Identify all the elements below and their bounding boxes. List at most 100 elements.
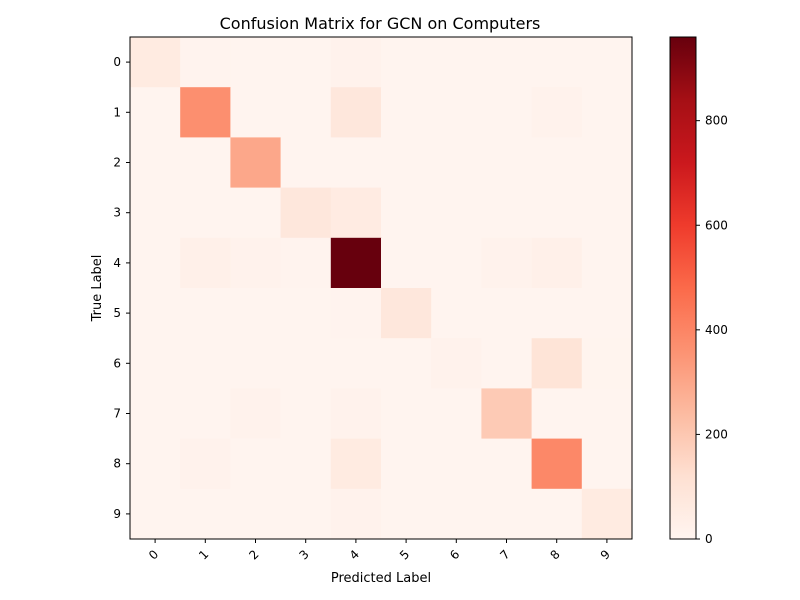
y-axis-ticks: 0 1 2 3 4 5 6 7 8 9 xyxy=(113,55,130,521)
heatmap-cell xyxy=(130,288,181,339)
heatmap-cell xyxy=(381,488,432,540)
heatmap-cell xyxy=(381,187,432,239)
y-tick-label: 6 xyxy=(113,356,121,370)
chart-title: Confusion Matrix for GCN on Computers xyxy=(220,14,541,33)
heatmap-cell xyxy=(180,488,231,540)
heatmap-cell xyxy=(230,438,281,490)
heatmap-cell xyxy=(431,388,482,439)
heatmap-cell xyxy=(531,37,583,88)
heatmap-cell xyxy=(180,87,231,138)
heatmap-cell xyxy=(381,438,432,490)
heatmap-cell xyxy=(330,438,382,490)
heatmap-cell xyxy=(481,237,532,289)
heatmap-cell xyxy=(481,187,532,239)
x-tick-label: 5 xyxy=(397,547,412,562)
heatmap-cell xyxy=(431,338,482,389)
heatmap-cell xyxy=(180,237,231,289)
colorbar xyxy=(669,36,697,540)
heatmap-cell xyxy=(531,338,583,389)
heatmap-cell xyxy=(581,288,633,339)
x-tick-label: 8 xyxy=(548,547,563,562)
heatmap-cell xyxy=(531,288,583,339)
heatmap-cell xyxy=(481,87,532,138)
colorbar-tick-label: 600 xyxy=(705,218,728,232)
heatmap-cell xyxy=(481,288,532,339)
heatmap-cell xyxy=(381,338,432,389)
heatmap-cell xyxy=(130,438,181,490)
y-tick-label: 2 xyxy=(113,156,121,170)
heatmap-cell xyxy=(180,438,231,490)
x-tick-label: 9 xyxy=(598,547,613,562)
heatmap-cell xyxy=(230,237,281,289)
heatmap-cell xyxy=(230,187,281,239)
heatmap-cell xyxy=(431,488,482,540)
x-axis-label: Predicted Label xyxy=(331,571,431,586)
heatmap-cell xyxy=(230,37,281,88)
y-tick-label: 5 xyxy=(113,306,121,320)
heatmap-cell xyxy=(130,388,181,439)
heatmap-cell xyxy=(381,388,432,439)
heatmap-cell xyxy=(581,338,633,389)
x-tick-label: 7 xyxy=(497,547,512,562)
heatmap-cell xyxy=(330,37,382,88)
heatmap-cell xyxy=(581,37,633,88)
heatmap-cell xyxy=(130,37,181,88)
colorbar-tick-label: 0 xyxy=(705,532,713,546)
y-tick-label: 1 xyxy=(113,105,121,119)
heatmap-cell xyxy=(431,288,482,339)
heatmap-cell xyxy=(280,338,332,389)
x-tick-label: 0 xyxy=(146,547,161,562)
heatmap-cell xyxy=(130,338,181,389)
y-axis-label: True Label xyxy=(90,255,105,323)
heatmap-cell xyxy=(581,237,633,289)
heatmap-cell xyxy=(280,137,332,188)
heatmap-cell xyxy=(381,137,432,188)
heatmap-cell xyxy=(481,388,532,439)
heatmap-cell xyxy=(180,388,231,439)
heatmap-cell xyxy=(180,137,231,188)
heatmap-cell xyxy=(230,338,281,389)
heatmap-cell xyxy=(280,388,332,439)
x-tick-label: 2 xyxy=(246,547,261,562)
heatmap-cell xyxy=(481,338,532,389)
heatmap-cell xyxy=(481,137,532,188)
heatmap-cell xyxy=(330,388,382,439)
heatmap-cell xyxy=(180,37,231,88)
colorbar-tick-label: 400 xyxy=(705,323,728,337)
colorbar-tick-label: 200 xyxy=(705,427,728,441)
heatmap-cell xyxy=(531,187,583,239)
heatmap-cell xyxy=(381,237,432,289)
heatmap-cell xyxy=(130,137,181,188)
heatmap-cell xyxy=(280,288,332,339)
heatmap-cell xyxy=(130,87,181,138)
heatmap-cell xyxy=(531,488,583,540)
heatmap-cell xyxy=(531,137,583,188)
heatmap-cell xyxy=(431,187,482,239)
heatmap-cell xyxy=(230,87,281,138)
heatmap-cell xyxy=(431,87,482,138)
heatmap-cell xyxy=(581,488,633,540)
heatmap-cell xyxy=(330,137,382,188)
heatmap-cell xyxy=(431,137,482,188)
heatmap-cell xyxy=(180,338,231,389)
heatmap-cell xyxy=(531,438,583,490)
heatmap-cell xyxy=(481,488,532,540)
heatmap-cell xyxy=(330,187,382,239)
heatmap-cell xyxy=(330,237,382,289)
heatmap-cell xyxy=(280,237,332,289)
heatmap-cell xyxy=(280,37,332,88)
heatmap-cell xyxy=(280,488,332,540)
heatmap-cell xyxy=(481,37,532,88)
heatmap-cell xyxy=(431,237,482,289)
heatmap-cell xyxy=(330,488,382,540)
x-axis-ticks: 0 1 2 3 4 5 6 7 8 9 xyxy=(146,539,613,563)
heatmap-cell xyxy=(230,137,281,188)
heatmap-cell xyxy=(581,388,633,439)
y-tick-label: 0 xyxy=(113,55,121,69)
heatmap-cell xyxy=(280,438,332,490)
x-tick-label: 1 xyxy=(196,547,211,562)
heatmap-cell xyxy=(581,87,633,138)
heatmap-cell xyxy=(130,187,181,239)
heatmap-cell xyxy=(381,87,432,138)
